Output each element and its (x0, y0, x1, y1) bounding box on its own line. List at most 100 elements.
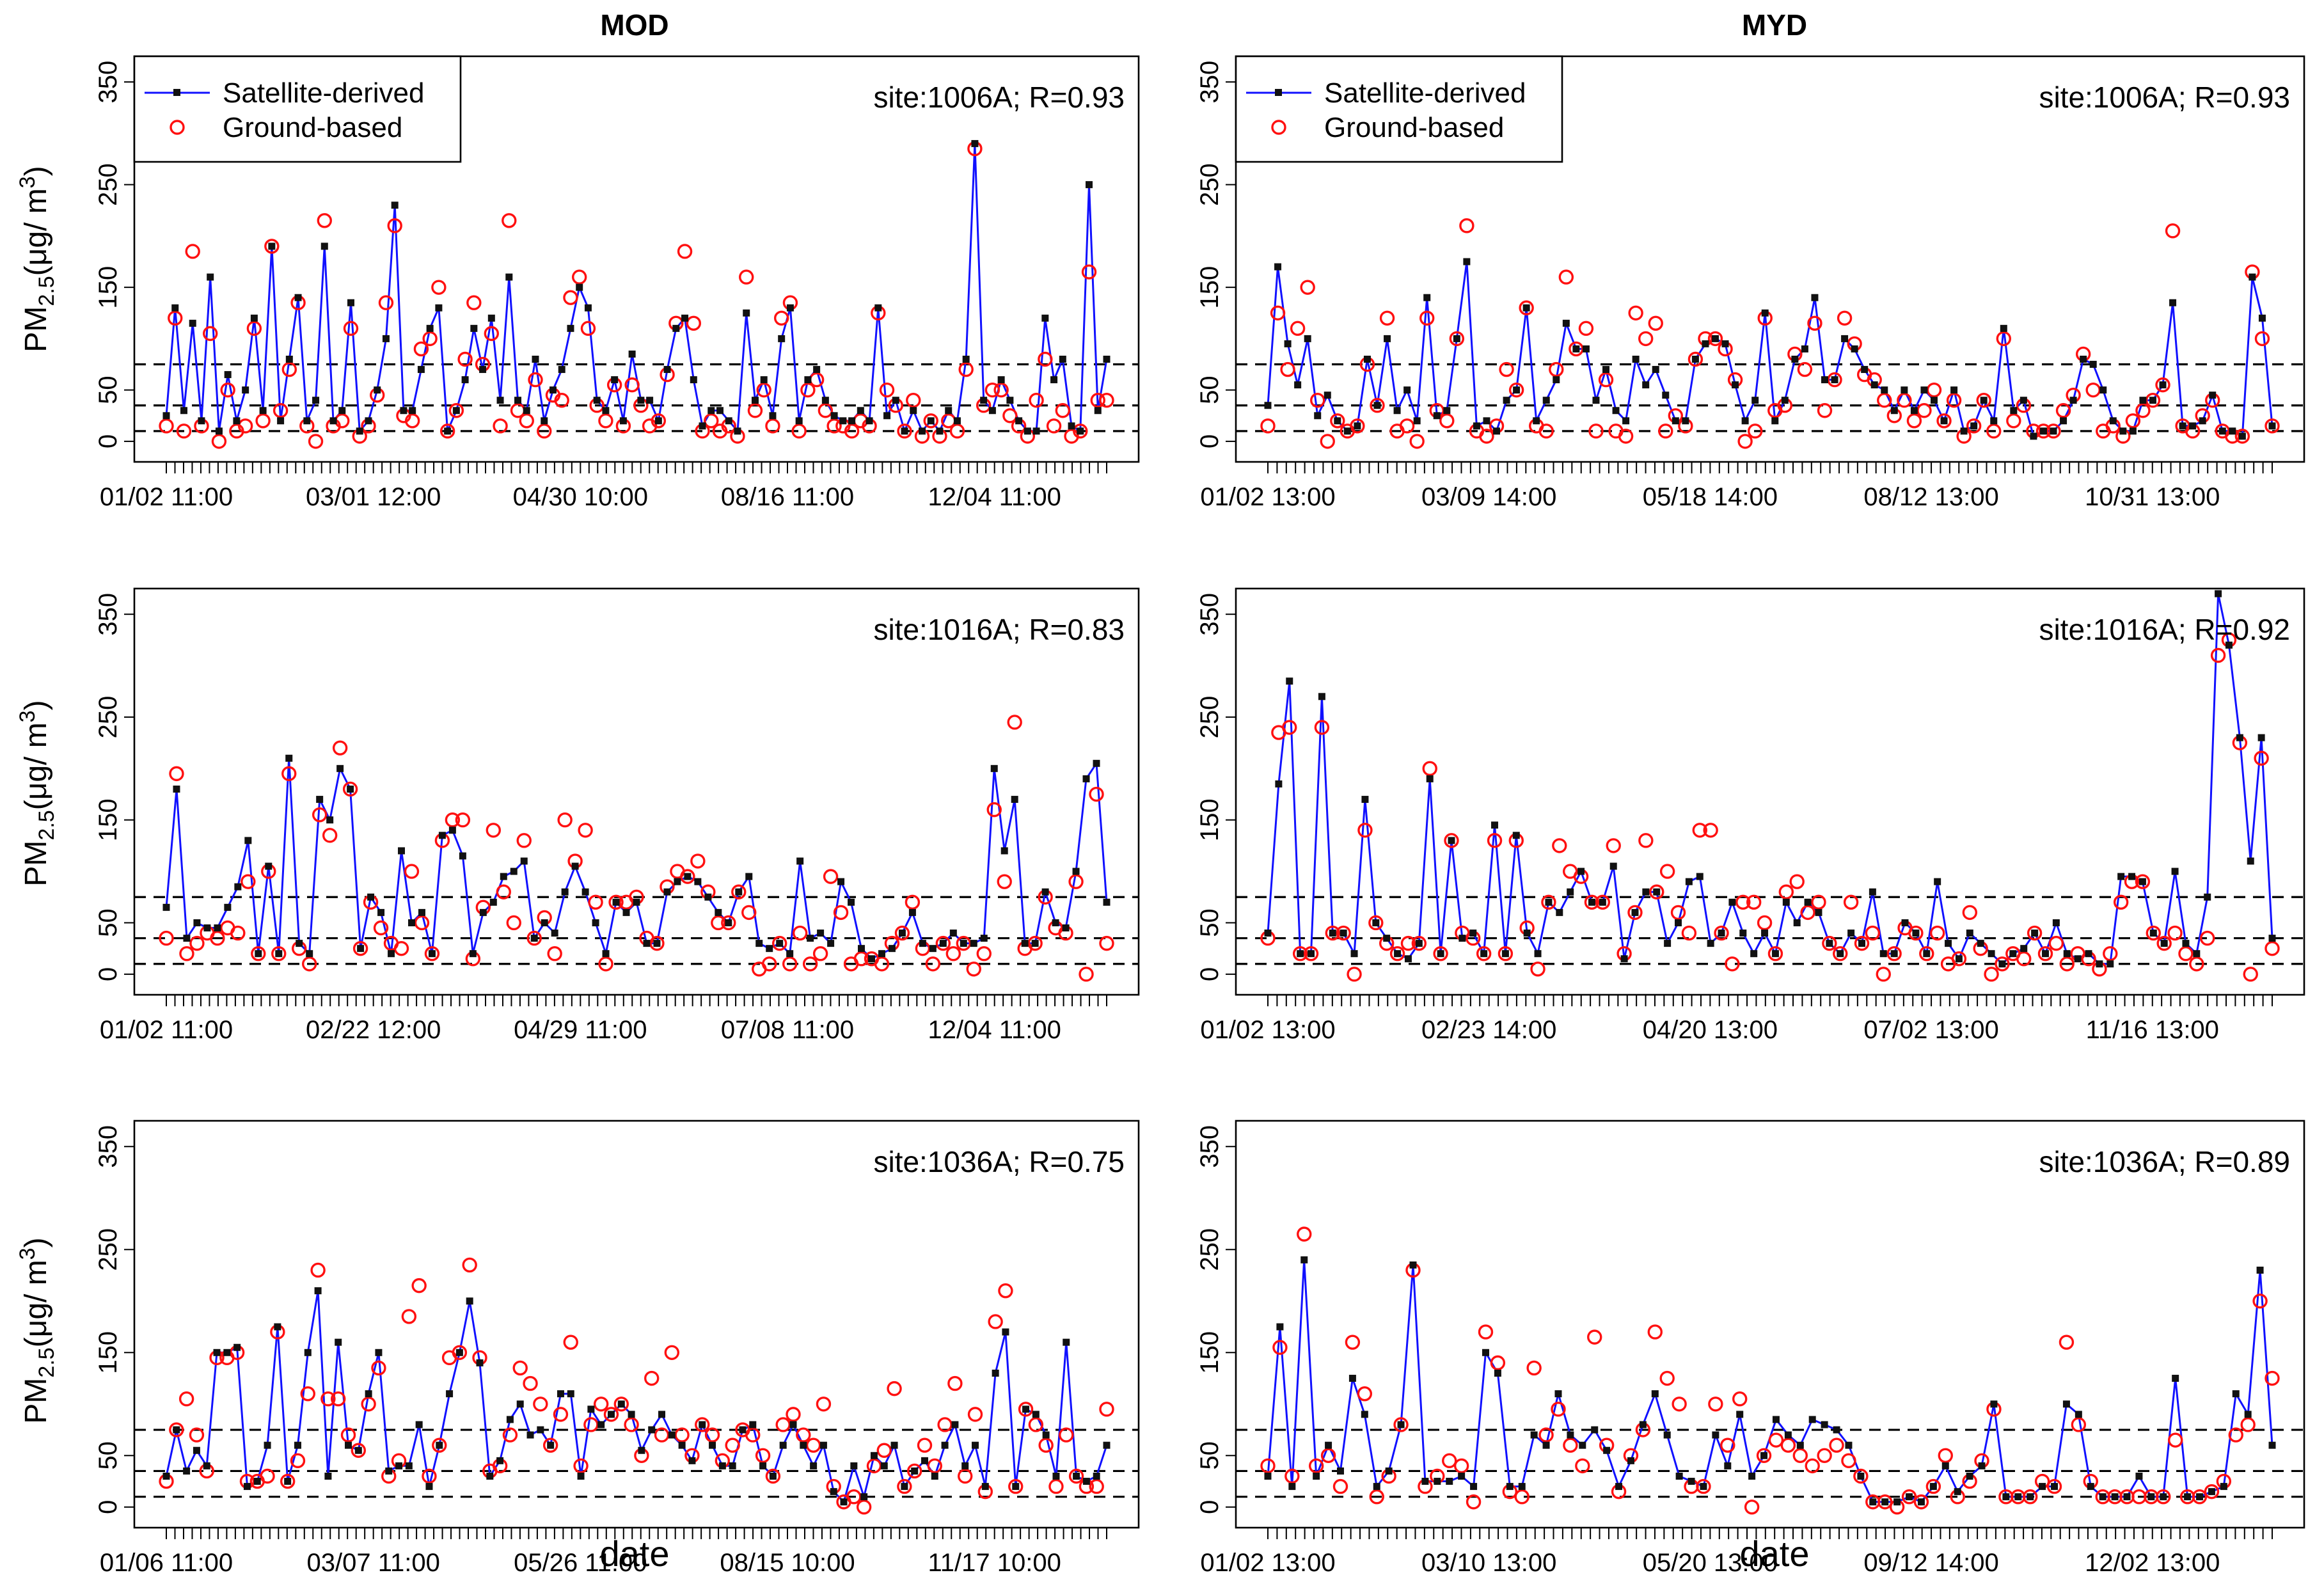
satellite-point (1052, 919, 1059, 926)
satellite-point (1821, 376, 1828, 384)
ground-point (937, 1417, 953, 1432)
satellite-point (365, 1390, 372, 1398)
satellite-point (2229, 427, 2236, 435)
satellite-point (500, 873, 507, 880)
satellite-point (486, 1472, 494, 1480)
satellite-point (303, 417, 311, 425)
satellite-point (990, 764, 998, 772)
ground-point (1936, 413, 1952, 429)
ground-point (1411, 935, 1427, 951)
satellite-series-line (1267, 261, 2273, 438)
satellite-point (2031, 930, 2039, 937)
y-tick-label: 150 (94, 798, 122, 841)
satellite-point (233, 417, 241, 425)
satellite-point (198, 417, 205, 425)
satellite-point (684, 873, 692, 880)
satellite-point (541, 417, 548, 425)
ground-point (739, 269, 754, 285)
x-tick-label: 07/08 11:00 (721, 1016, 854, 1044)
ground-point (2155, 377, 2170, 393)
satellite-point (1912, 930, 1920, 937)
satellite-point (749, 1421, 757, 1429)
satellite-point (2149, 930, 2157, 937)
ground-point (1038, 1437, 1054, 1453)
ground-point (210, 930, 225, 946)
satellite-point (2123, 1493, 2131, 1501)
satellite-point (2052, 919, 2060, 926)
ground-point (1692, 823, 1707, 838)
satellite-point (927, 417, 935, 425)
satellite-point (1910, 407, 1918, 415)
panel-myd-1016A: 0 50 150 250 350 01/02 13:00 02/23 14:00 04/20 … (1196, 587, 2305, 1044)
ground-point (2156, 935, 2172, 951)
ground-point (526, 930, 542, 946)
satellite-point (377, 908, 385, 916)
satellite-point (1011, 796, 1018, 803)
ground-point (800, 382, 816, 398)
satellite-point (296, 940, 303, 947)
satellite-point (970, 940, 977, 947)
satellite-point (438, 832, 446, 839)
satellite-point (593, 397, 601, 404)
satellite-point (1857, 1472, 1865, 1480)
ground-point (553, 1407, 569, 1422)
ground-point (342, 781, 358, 797)
satellite-point (850, 1462, 858, 1469)
satellite-point (1340, 930, 1347, 937)
ground-point (1357, 823, 1373, 838)
x-tick-label: 04/30 10:00 (513, 483, 648, 511)
ground-point (2146, 925, 2162, 941)
satellite-point (860, 1493, 868, 1501)
satellite-point (1522, 304, 1530, 312)
satellite-point (1881, 1498, 1889, 1506)
y-tick-label: 150 (94, 1331, 122, 1374)
satellite-point (1821, 1421, 1828, 1429)
satellite-point (1782, 898, 1790, 906)
ground-point (1901, 1489, 1917, 1505)
satellite-point (428, 950, 436, 958)
ground-point (404, 413, 420, 429)
satellite-point (335, 1338, 342, 1346)
ground-point (1303, 946, 1319, 962)
ground-point (1314, 720, 1330, 735)
satellite-point (1103, 355, 1111, 363)
ylabel-sup: 3 (15, 1247, 40, 1260)
satellite-point (830, 412, 838, 420)
ground-point (2085, 382, 2101, 398)
panel-myd-1036A: 0 50 150 250 350 01/02 13:00 03/10 13:00 05/20 … (1196, 1120, 2305, 1575)
satellite-point (183, 935, 191, 942)
y-tick-label: 150 (94, 266, 122, 309)
satellite-point (2128, 873, 2136, 880)
satellite-point (470, 324, 478, 332)
satellite-point (759, 1462, 767, 1469)
x-tick-label: 01/02 13:00 (1200, 1549, 1335, 1575)
ground-point (445, 812, 461, 828)
satellite-point (1602, 366, 1610, 374)
legend-ground-point-icon (170, 120, 185, 135)
x-tick-label: 01/02 13:00 (1200, 1016, 1335, 1044)
ground-point (1379, 310, 1395, 326)
satellite-point (526, 1431, 534, 1439)
satellite-point (326, 816, 334, 824)
ground-point (255, 413, 271, 429)
plot-frame (133, 587, 1140, 996)
satellite-point (1567, 888, 1574, 896)
ground-point (624, 377, 640, 393)
ground-point (1817, 403, 1833, 418)
ground-point (1320, 1448, 1336, 1463)
ground-point (578, 823, 593, 838)
satellite-point (2041, 950, 2049, 958)
y-axis-label-row-1: PM2.5(μg/ m3) (15, 166, 59, 352)
ylabel-close: ) (19, 166, 53, 176)
satellite-point (1663, 1431, 1671, 1439)
y-tick-label: 150 (1196, 1331, 1224, 1374)
satellite-point (577, 1472, 585, 1480)
satellite-point (1361, 1411, 1368, 1418)
satellite-point (1363, 355, 1371, 363)
ground-point (958, 361, 974, 377)
satellite-point (668, 1431, 676, 1439)
ground-point (2103, 946, 2118, 962)
x-tick-label: 11/17 10:00 (928, 1549, 1061, 1575)
satellite-point (628, 1411, 635, 1418)
satellite-point (1869, 888, 1876, 896)
